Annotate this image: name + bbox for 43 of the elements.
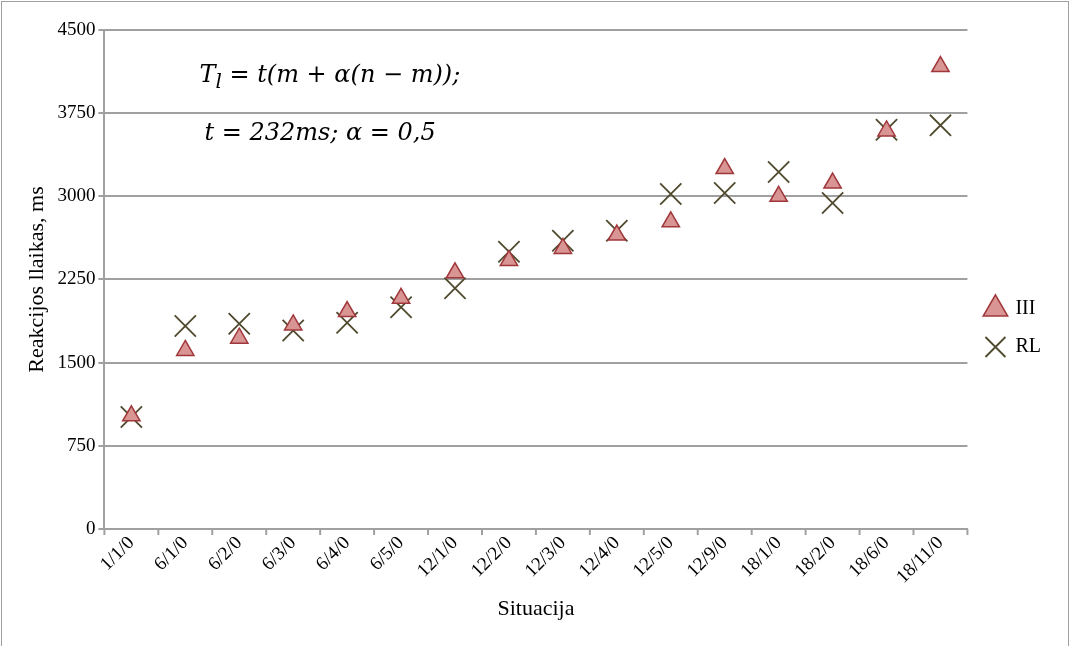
x-tick-label: 6/1/0 xyxy=(149,531,192,574)
point xyxy=(121,405,141,422)
point xyxy=(607,224,627,241)
y-tick-label: 3750 xyxy=(57,101,96,123)
annotation: t = 232ms; α = 0,5 xyxy=(204,118,436,146)
y-tick-label: 0 xyxy=(85,516,96,538)
legend-label: RL xyxy=(1015,334,1042,357)
legend-label: III xyxy=(1015,296,1036,319)
point xyxy=(931,55,950,73)
point xyxy=(281,318,305,342)
point xyxy=(767,160,791,184)
point xyxy=(283,314,303,331)
point xyxy=(715,157,735,175)
point xyxy=(877,120,896,137)
point xyxy=(821,191,845,215)
x-axis-title: Situacija xyxy=(497,594,575,620)
point xyxy=(769,185,789,203)
point xyxy=(553,237,573,255)
x-tick-label: 6/5/0 xyxy=(364,531,408,574)
point xyxy=(713,181,737,205)
point xyxy=(443,276,467,300)
y-tick-label: 750 xyxy=(66,433,96,455)
y-tick-label: 2250 xyxy=(57,267,96,289)
y-tick-label: 4500 xyxy=(57,17,96,39)
point xyxy=(445,262,465,279)
point xyxy=(661,211,681,228)
y-axis-title: Reakcijos llaikas, ms xyxy=(22,186,48,373)
annotation: T$_{l}$ = t(m + α(n − m)); xyxy=(199,60,461,93)
x-tick-label: 6/2/0 xyxy=(203,531,246,574)
point xyxy=(175,339,195,357)
point xyxy=(499,249,519,267)
point xyxy=(173,314,197,338)
point xyxy=(659,182,683,206)
point xyxy=(823,172,842,189)
x-tick-label: 6/3/0 xyxy=(257,531,300,574)
point xyxy=(229,327,249,344)
x-tick-label: 6/4/0 xyxy=(311,531,354,574)
y-tick-label: 1500 xyxy=(57,350,96,372)
point xyxy=(337,300,357,318)
point xyxy=(391,287,411,305)
y-tick-label: 3000 xyxy=(57,184,96,206)
point xyxy=(227,312,251,336)
point xyxy=(928,113,952,137)
